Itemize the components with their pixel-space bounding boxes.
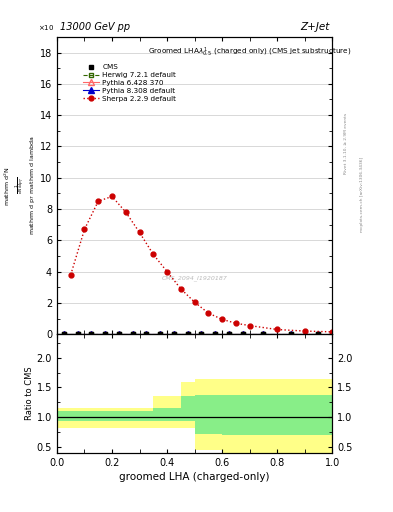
Text: Z+Jet: Z+Jet: [300, 23, 329, 32]
Legend: CMS, Herwig 7.2.1 default, Pythia 6.428 370, Pythia 8.308 default, Sherpa 2.2.9 : CMS, Herwig 7.2.1 default, Pythia 6.428 …: [80, 61, 179, 104]
Text: $\times$10: $\times$10: [38, 24, 54, 32]
Text: Groomed LHA$\lambda^1_{0.5}$ (charged only) (CMS jet substructure): Groomed LHA$\lambda^1_{0.5}$ (charged on…: [148, 46, 351, 59]
Y-axis label: mathrm d$^2$N
$\frac{1}{\mathrm{d}N/\mathrm{d}p_T}$
mathrm d p$_T$ mathrm d lamb: mathrm d$^2$N $\frac{1}{\mathrm{d}N/\mat…: [3, 136, 37, 236]
Text: CMS_2094_I1920187: CMS_2094_I1920187: [162, 275, 228, 281]
Text: Rivet 3.1.10, ≥ 2.9M events: Rivet 3.1.10, ≥ 2.9M events: [344, 113, 348, 174]
Text: 13000 GeV pp: 13000 GeV pp: [60, 23, 130, 32]
Text: mcplots.cern.ch [arXiv:1306.3436]: mcplots.cern.ch [arXiv:1306.3436]: [360, 157, 364, 232]
X-axis label: groomed LHA (charged-only): groomed LHA (charged-only): [119, 472, 270, 482]
Y-axis label: Ratio to CMS: Ratio to CMS: [25, 367, 34, 420]
